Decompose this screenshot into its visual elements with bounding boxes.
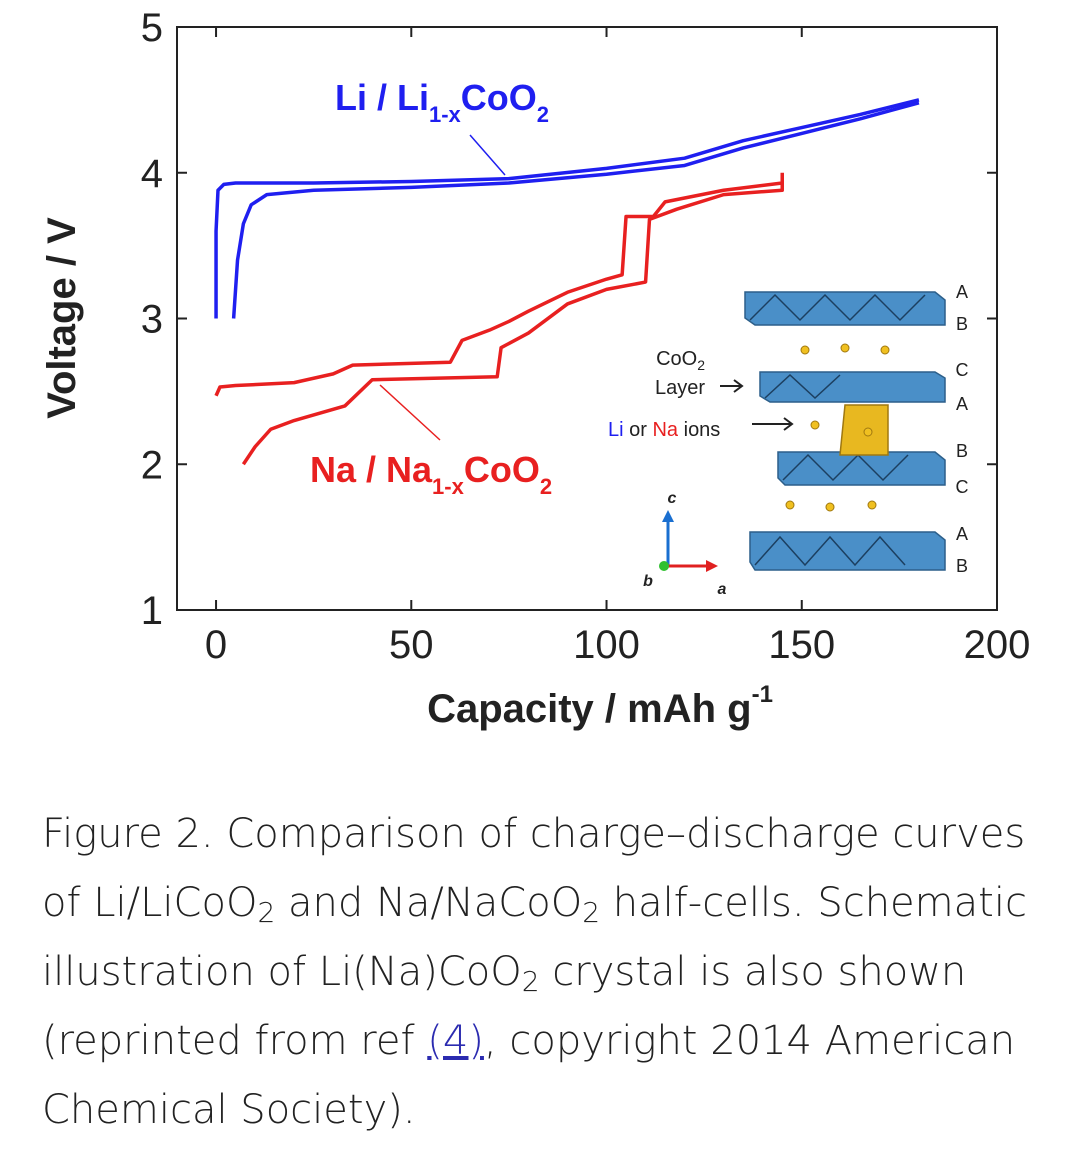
x-tick-label: 100: [573, 623, 640, 667]
chart: Capacity / mAh g-1 Voltage / V 0 50 100 150…: [40, 6, 1031, 731]
x-axis-label: Capacity / mAh g-1: [427, 681, 773, 731]
layer-label: Layer: [655, 377, 705, 399]
figure-caption: Figure 2. Comparison of charge–discharge…: [42, 800, 1032, 1145]
y-tick-label: 3: [141, 298, 163, 342]
x-label-text: Capacity / mAh g: [427, 687, 752, 731]
stacking-letter: B: [956, 314, 968, 334]
caption-text: and Na/NaCoO: [275, 880, 583, 926]
annotation-pointer: [379, 384, 441, 441]
annotation-text: Na / Na: [310, 449, 433, 490]
stacking-letter: C: [956, 477, 969, 497]
caption-text: Figure 2. Comparison of charge–discharge…: [42, 811, 1026, 926]
annotation-text: Li / Li: [335, 77, 429, 118]
annotation: Li / Li1-xCoO2: [335, 77, 549, 127]
axis-letter: b: [643, 573, 653, 590]
caption-text: half-cells. Schematic illustration of Li…: [42, 880, 1027, 995]
axis-letter: c: [668, 490, 677, 507]
data-line: [214, 172, 784, 397]
stacking-letter: A: [956, 282, 968, 302]
ions-text: Li: [608, 419, 624, 441]
annotation-sub: 2: [537, 102, 549, 127]
y-tick-label: 2: [141, 443, 163, 487]
layer-label: CoO2: [656, 348, 705, 373]
y-tick-label: 1: [141, 589, 163, 633]
y-axis-label: Voltage / V: [40, 217, 84, 419]
caption-text: 2: [257, 896, 276, 929]
ions-text: Na: [652, 419, 678, 441]
caption-text: 2: [521, 965, 540, 998]
ions-label: Li or Na ions: [608, 419, 720, 441]
crystal-schematic: [659, 291, 946, 572]
ions-text: or: [624, 419, 653, 441]
data-line: [241, 177, 784, 466]
x-tick-label: 150: [768, 623, 835, 667]
annotation-sub: 2: [540, 474, 552, 499]
y-tick-label: 5: [141, 6, 163, 50]
reference-link[interactable]: (4): [427, 1018, 484, 1064]
stacking-letter: B: [956, 556, 968, 576]
annotation: Na / Na1-xCoO2: [310, 449, 552, 499]
data-line: [231, 101, 920, 319]
layer-sub: 2: [697, 357, 705, 373]
stacking-letter: A: [956, 524, 968, 544]
annotation-sub: 1-x: [429, 102, 462, 127]
x-tick-label: 0: [205, 623, 227, 667]
caption-text: , copyright 2014 American Chemical Socie…: [42, 1018, 1016, 1133]
stacking-letter: C: [956, 360, 969, 380]
annotation-text: CoO: [464, 449, 540, 490]
y-tick-label: 4: [141, 152, 163, 196]
annotation-sub: 1-x: [432, 474, 465, 499]
x-tick-label: 50: [389, 623, 434, 667]
layer-text: CoO: [656, 348, 697, 370]
annotation-text: CoO: [461, 77, 537, 118]
x-tick-label: 200: [964, 623, 1031, 667]
caption-text: crystal is also shown (reprinted from re…: [42, 949, 967, 1064]
caption-text: 2: [582, 896, 601, 929]
ions-text: ions: [678, 419, 720, 441]
annotation-pointer: [469, 134, 506, 176]
stacking-letter: A: [956, 394, 968, 414]
x-label-sup: -1: [752, 681, 773, 708]
axis-letter: a: [718, 581, 727, 598]
data-line: [214, 98, 920, 319]
stacking-letter: B: [956, 441, 968, 461]
